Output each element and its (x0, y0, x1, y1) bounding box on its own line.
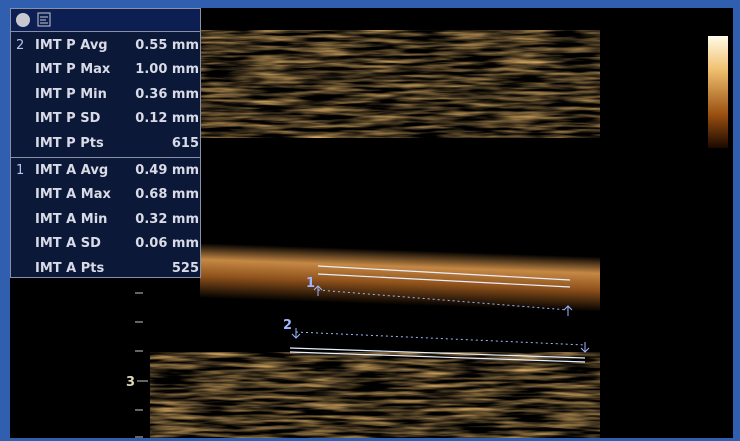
measurement-label: IMT A Max (35, 187, 111, 203)
measurement-value: 0.49 mm (135, 163, 199, 178)
measurement-value: 525 (171, 260, 199, 276)
marker-label: 2 (283, 318, 292, 333)
measurement-label: IMT A SD (35, 236, 101, 252)
measurement-value: 0.68 mm (135, 187, 199, 203)
measurement-value: 615 (171, 135, 199, 151)
measurement-row: IMT A SD 0.06 mm (11, 232, 200, 256)
measurement-value: 1.00 mm (135, 62, 199, 78)
measurement-row: IMT P Min 0.36 mm (11, 83, 200, 107)
measurement-value: 0.12 mm (135, 111, 199, 127)
measure-line (317, 289, 569, 311)
measurement-value: 0.36 mm (135, 86, 199, 102)
marker-label: 1 (306, 276, 315, 291)
header-icons (16, 12, 51, 27)
measurement-label: IMT P SD (35, 111, 101, 127)
measurement-label: IMT P Max (35, 62, 111, 78)
far-tissue (150, 352, 600, 438)
panel-header (11, 9, 200, 32)
measurement-label: IMT P Avg (35, 38, 108, 53)
measurement-row: 2 IMT P Avg 0.55 mm (11, 34, 200, 58)
gray-scale-bar (708, 36, 728, 148)
measure-line (295, 331, 586, 346)
measurement-label: IMT P Pts (35, 135, 104, 151)
measurement-row: IMT A Max 0.68 mm (11, 183, 200, 207)
arrow (313, 285, 573, 316)
measurement-value: 0.32 mm (135, 211, 199, 227)
depth-ticks (135, 292, 148, 438)
arrow (291, 328, 590, 353)
measurement-value: 0.06 mm (135, 236, 199, 252)
measurement-row: IMT P SD 0.12 mm (11, 107, 200, 131)
measurement-label: IMT A Avg (35, 163, 109, 178)
depth-label: 3 (126, 375, 135, 390)
measurement-label: IMT A Min (35, 211, 108, 227)
measurement-panel: 2 IMT P Avg 0.55 mm IMT P Max 1.00 mm IMT P M… (10, 8, 201, 278)
near-wall (200, 242, 600, 312)
measurement-row: IMT P Max 1.00 mm (11, 58, 200, 82)
measurement-row: IMT P Pts 615 (11, 132, 200, 156)
group-index: 2 (16, 38, 25, 53)
trace-line (317, 265, 571, 288)
measurement-row: 1 IMT A Avg 0.49 mm (11, 159, 200, 183)
measurement-label: IMT P Min (35, 86, 107, 102)
measurement-label: IMT A Pts (35, 260, 105, 276)
measurement-value: 0.55 mm (135, 38, 199, 53)
measurement-row: IMT A Min 0.32 mm (11, 208, 200, 232)
near-tissue (200, 30, 600, 138)
group-index: 1 (16, 163, 25, 178)
divider (11, 157, 200, 158)
trace-line (289, 347, 586, 363)
measurement-row: IMT A Pts 525 (11, 257, 200, 281)
